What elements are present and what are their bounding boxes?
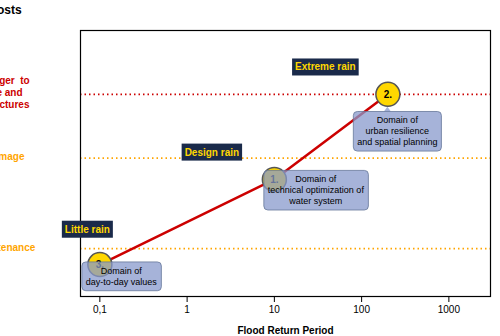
svg-text:Domain ofday-to-day values: Domain ofday-to-day values [86, 266, 158, 287]
svg-text:Design rain: Design rain [185, 147, 239, 158]
svg-text:Flood Return Period: Flood Return Period [237, 325, 333, 336]
svg-text:1000: 1000 [438, 304, 461, 315]
svg-text:2.: 2. [384, 89, 393, 100]
svg-text:Maintenance: Maintenance [0, 242, 36, 253]
svg-text:Domain ofurban resilienceand s: Domain ofurban resilienceand spatial pla… [357, 115, 437, 147]
svg-text:1: 1 [184, 304, 190, 315]
svg-text:Danger tolife andstructures: Danger tolife andstructures [0, 75, 30, 110]
svg-text:Costs: Costs [0, 3, 22, 17]
svg-text:0,1: 0,1 [93, 304, 107, 315]
svg-text:Little rain: Little rain [65, 224, 110, 235]
svg-text:10: 10 [269, 304, 281, 315]
svg-text:Damage: Damage [0, 151, 25, 162]
svg-text:Domain oftechnical optimizatio: Domain oftechnical optimization ofwater … [268, 174, 365, 206]
svg-text:Extreme rain: Extreme rain [295, 61, 356, 72]
svg-text:100: 100 [353, 304, 370, 315]
